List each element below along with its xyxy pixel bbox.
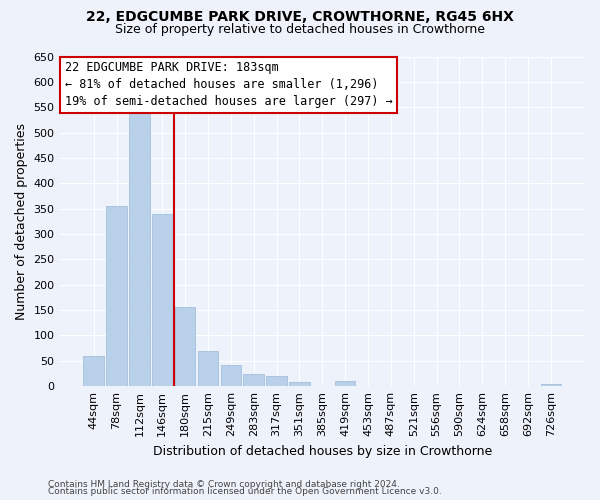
Text: Contains public sector information licensed under the Open Government Licence v3: Contains public sector information licen… bbox=[48, 488, 442, 496]
Bar bbox=[106, 206, 127, 386]
Bar bbox=[129, 112, 150, 386]
Bar bbox=[244, 374, 264, 386]
Bar bbox=[175, 306, 196, 386]
Bar bbox=[83, 356, 104, 386]
Text: 22, EDGCUMBE PARK DRIVE, CROWTHORNE, RG45 6HX: 22, EDGCUMBE PARK DRIVE, CROWTHORNE, RG4… bbox=[86, 10, 514, 24]
Bar bbox=[266, 376, 287, 386]
Bar bbox=[198, 350, 218, 386]
Text: Contains HM Land Registry data © Crown copyright and database right 2024.: Contains HM Land Registry data © Crown c… bbox=[48, 480, 400, 489]
Text: Size of property relative to detached houses in Crowthorne: Size of property relative to detached ho… bbox=[115, 22, 485, 36]
Bar bbox=[152, 214, 173, 386]
Bar bbox=[335, 381, 355, 386]
Bar bbox=[541, 384, 561, 386]
Bar bbox=[289, 382, 310, 386]
X-axis label: Distribution of detached houses by size in Crowthorne: Distribution of detached houses by size … bbox=[152, 444, 492, 458]
Y-axis label: Number of detached properties: Number of detached properties bbox=[15, 123, 28, 320]
Text: 22 EDGCUMBE PARK DRIVE: 183sqm
← 81% of detached houses are smaller (1,296)
19% : 22 EDGCUMBE PARK DRIVE: 183sqm ← 81% of … bbox=[65, 62, 392, 108]
Bar bbox=[221, 365, 241, 386]
